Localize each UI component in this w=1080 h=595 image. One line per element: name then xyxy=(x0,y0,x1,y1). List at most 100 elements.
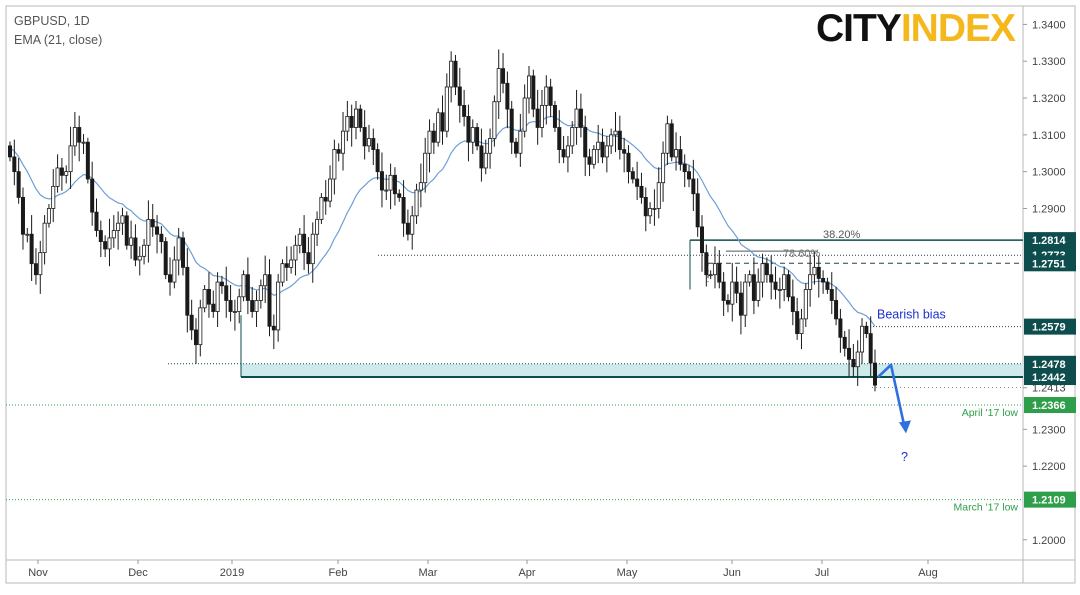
candle[interactable] xyxy=(12,139,17,186)
candle[interactable] xyxy=(453,54,458,96)
candle[interactable] xyxy=(193,318,198,364)
candle[interactable] xyxy=(600,128,605,164)
candle[interactable] xyxy=(405,209,410,241)
candle[interactable] xyxy=(834,286,839,326)
candle[interactable] xyxy=(864,321,869,339)
candle[interactable] xyxy=(202,285,207,313)
candle[interactable] xyxy=(263,255,268,304)
candle[interactable] xyxy=(548,78,553,118)
candle[interactable] xyxy=(868,316,873,377)
candle[interactable] xyxy=(769,255,774,300)
candle[interactable] xyxy=(717,250,722,289)
candle[interactable] xyxy=(557,110,562,164)
candle[interactable] xyxy=(738,281,743,335)
candle[interactable] xyxy=(786,270,791,302)
candle[interactable] xyxy=(284,246,289,281)
candle[interactable] xyxy=(704,244,709,287)
candle[interactable] xyxy=(172,246,177,289)
candle[interactable] xyxy=(617,115,622,160)
candle[interactable] xyxy=(211,290,216,318)
candle[interactable] xyxy=(812,251,817,285)
candle[interactable] xyxy=(245,257,250,315)
candle[interactable] xyxy=(751,257,756,315)
candle[interactable] xyxy=(206,272,211,318)
candle[interactable] xyxy=(142,239,147,265)
candle[interactable] xyxy=(652,189,657,226)
candle[interactable] xyxy=(401,180,406,237)
candle[interactable] xyxy=(414,183,419,224)
candle[interactable] xyxy=(721,272,726,316)
candle[interactable] xyxy=(55,154,60,193)
candle[interactable] xyxy=(232,299,237,331)
candle[interactable] xyxy=(7,141,12,162)
candle[interactable] xyxy=(764,257,769,283)
candle[interactable] xyxy=(176,227,181,276)
candle[interactable] xyxy=(808,255,813,307)
candle[interactable] xyxy=(98,220,103,258)
candle[interactable] xyxy=(349,104,354,147)
candle[interactable] xyxy=(492,95,497,147)
candle[interactable] xyxy=(16,158,21,204)
candle[interactable] xyxy=(198,299,203,357)
candle[interactable] xyxy=(514,137,519,158)
candle[interactable] xyxy=(366,124,371,153)
candle[interactable] xyxy=(475,123,480,151)
candle[interactable] xyxy=(46,204,51,228)
candle[interactable] xyxy=(306,237,311,274)
candle[interactable] xyxy=(228,285,233,322)
candle[interactable] xyxy=(94,198,99,237)
candle[interactable] xyxy=(397,189,402,202)
candle[interactable] xyxy=(323,180,328,215)
candle[interactable] xyxy=(591,145,596,169)
candle[interactable] xyxy=(873,349,878,392)
candle[interactable] xyxy=(462,89,467,127)
candle[interactable] xyxy=(488,128,493,169)
candle[interactable] xyxy=(609,128,614,154)
candle[interactable] xyxy=(440,95,445,145)
candle[interactable] xyxy=(648,202,653,224)
candle[interactable] xyxy=(700,215,705,272)
candle[interactable] xyxy=(691,159,696,212)
candle[interactable] xyxy=(237,288,242,324)
candle[interactable] xyxy=(505,71,510,129)
candle[interactable] xyxy=(81,134,86,154)
candle[interactable] xyxy=(444,73,449,138)
candle[interactable] xyxy=(129,220,134,259)
candle[interactable] xyxy=(310,222,315,283)
candle[interactable] xyxy=(29,215,34,281)
candle[interactable] xyxy=(410,205,415,250)
candle[interactable] xyxy=(384,174,389,200)
candle[interactable] xyxy=(280,259,285,287)
candle[interactable] xyxy=(661,141,666,202)
candle[interactable] xyxy=(656,167,661,219)
candle[interactable] xyxy=(587,148,592,177)
candle[interactable] xyxy=(328,165,333,208)
candle[interactable] xyxy=(665,115,670,166)
candle[interactable] xyxy=(189,299,194,340)
candle[interactable] xyxy=(90,161,95,226)
candle[interactable] xyxy=(795,297,800,340)
candle[interactable] xyxy=(336,143,341,162)
candle[interactable] xyxy=(855,340,860,386)
candle[interactable] xyxy=(829,272,834,315)
candle[interactable] xyxy=(743,273,748,327)
candle[interactable] xyxy=(215,272,220,327)
candle[interactable] xyxy=(427,119,432,173)
candle[interactable] xyxy=(682,154,687,188)
candle[interactable] xyxy=(803,283,808,327)
candle[interactable] xyxy=(185,248,190,333)
candle[interactable] xyxy=(708,270,713,280)
candle[interactable] xyxy=(604,135,609,173)
candle[interactable] xyxy=(358,104,363,132)
candle[interactable] xyxy=(289,246,294,274)
candle[interactable] xyxy=(371,128,376,166)
candle[interactable] xyxy=(816,255,821,298)
candle[interactable] xyxy=(392,167,397,206)
candle[interactable] xyxy=(25,227,30,243)
candle[interactable] xyxy=(596,124,601,164)
candle[interactable] xyxy=(341,112,346,171)
candle[interactable] xyxy=(111,215,116,248)
candle[interactable] xyxy=(678,135,683,171)
candle[interactable] xyxy=(734,266,739,304)
candle[interactable] xyxy=(552,100,557,132)
